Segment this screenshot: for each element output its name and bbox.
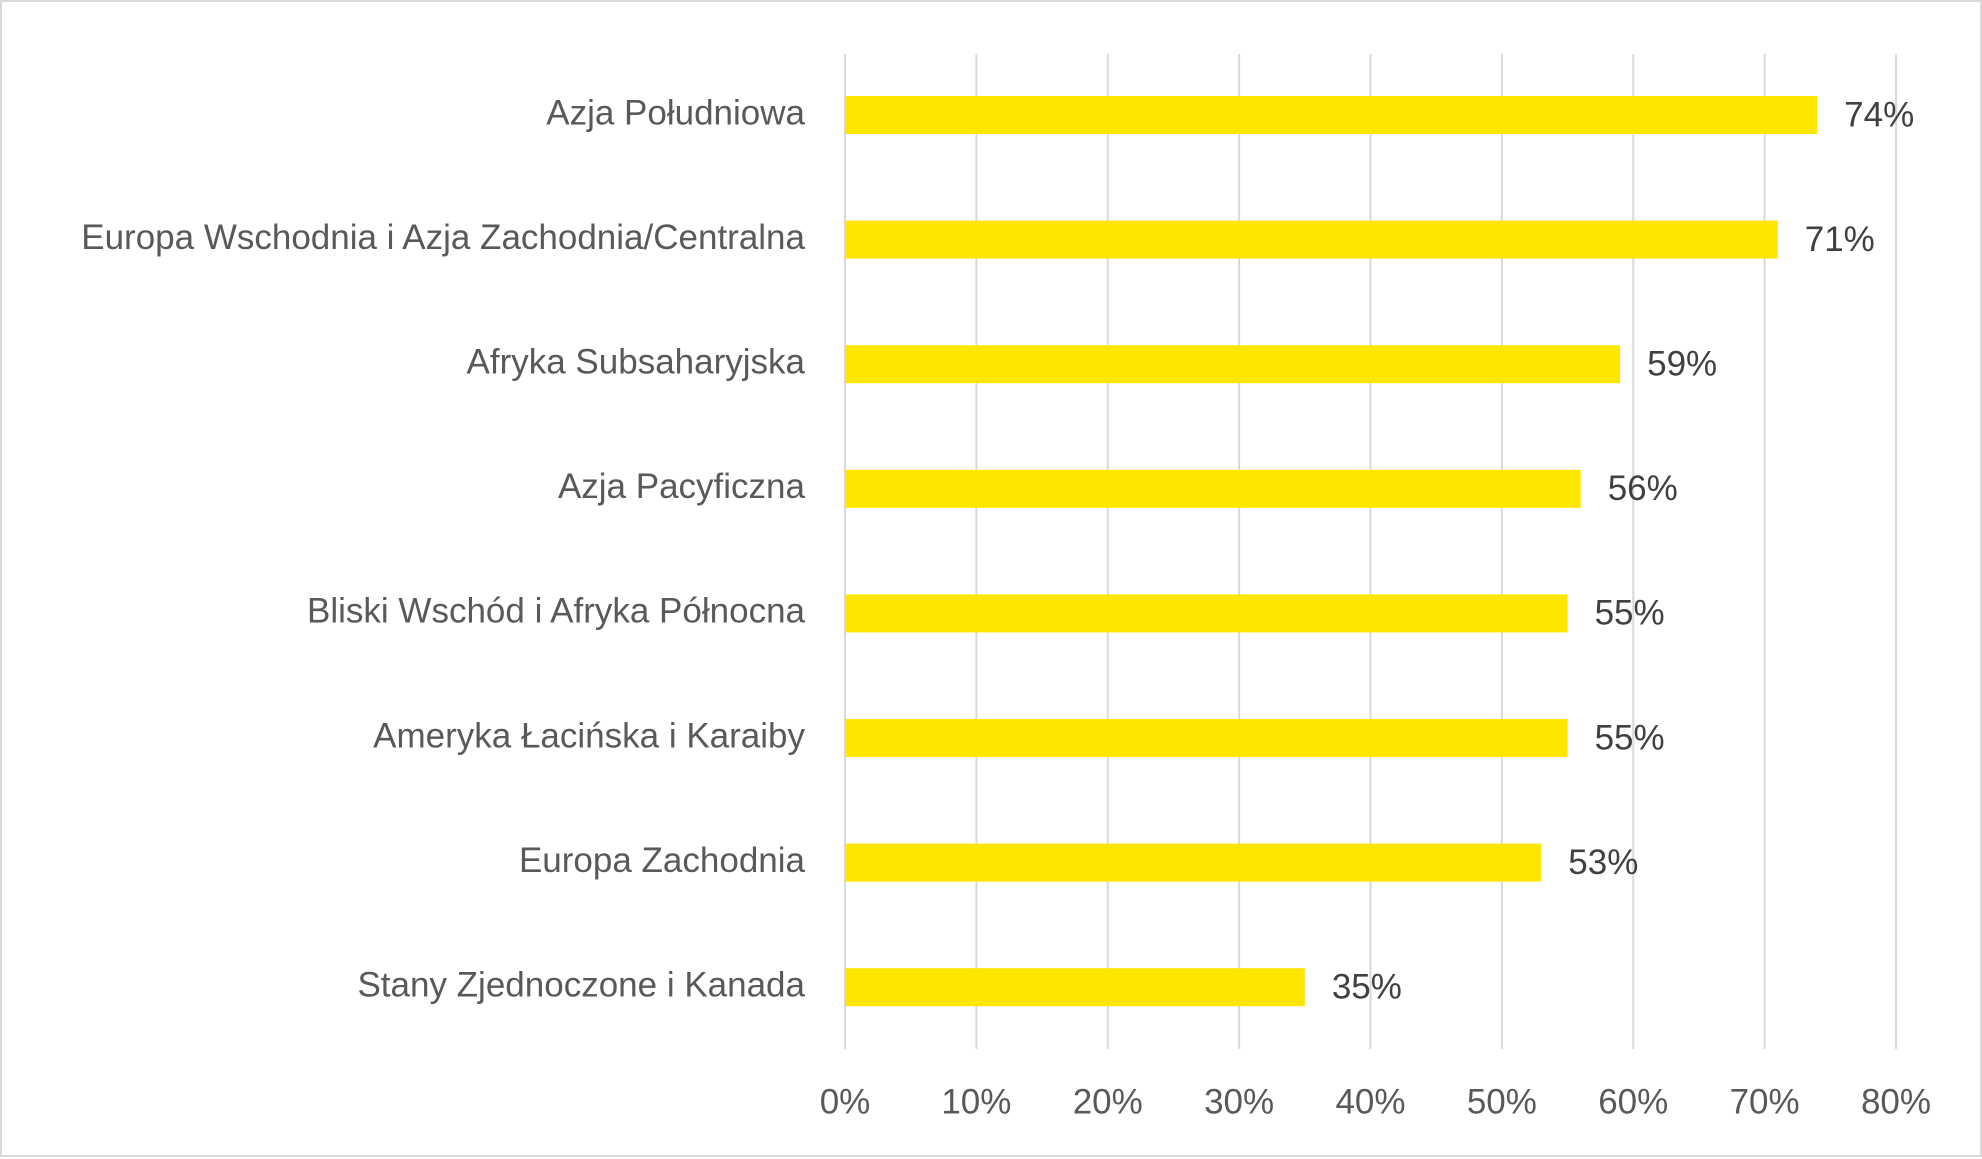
bars bbox=[845, 96, 1818, 1007]
category-label: Azja Pacyficzna bbox=[558, 467, 806, 506]
category-label: Europa Zachodnia bbox=[519, 841, 806, 880]
bar bbox=[845, 594, 1568, 633]
x-tick-label: 50% bbox=[1467, 1082, 1537, 1121]
x-tick-label: 0% bbox=[820, 1082, 871, 1121]
value-label: 55% bbox=[1595, 594, 1665, 633]
bar bbox=[845, 469, 1581, 508]
x-tick-label: 10% bbox=[941, 1082, 1011, 1121]
value-label: 56% bbox=[1608, 469, 1678, 508]
x-tick-label: 30% bbox=[1204, 1082, 1274, 1121]
x-tick-label: 70% bbox=[1730, 1082, 1800, 1121]
value-label: 74% bbox=[1844, 95, 1914, 134]
value-label: 55% bbox=[1595, 718, 1665, 757]
bar bbox=[845, 719, 1568, 757]
category-label: Afryka Subsaharyjska bbox=[467, 342, 806, 381]
category-label: Ameryka Łacińska i Karaiby bbox=[373, 716, 805, 755]
category-label: Europa Wschodnia i Azja Zachodnia/Centra… bbox=[81, 218, 805, 257]
value-label: 35% bbox=[1332, 967, 1402, 1006]
category-label: Stany Zjednoczone i Kanada bbox=[357, 965, 805, 1004]
x-tick-label: 20% bbox=[1073, 1082, 1143, 1121]
x-tick-label: 40% bbox=[1335, 1082, 1405, 1121]
value-labels: 74% 71% 59% 56% 55% 55% 53% 35% bbox=[1332, 95, 1914, 1006]
bar bbox=[845, 220, 1778, 259]
bar bbox=[845, 345, 1621, 384]
value-label: 59% bbox=[1647, 344, 1717, 383]
x-tick-label: 80% bbox=[1861, 1082, 1931, 1121]
bar bbox=[845, 843, 1542, 882]
category-label: Azja Południowa bbox=[546, 93, 805, 132]
bar bbox=[845, 96, 1818, 134]
gridlines bbox=[844, 54, 1897, 1049]
category-labels: Azja Południowa Europa Wschodnia i Azja Z… bbox=[81, 93, 805, 1004]
category-label: Bliski Wschód i Afryka Północna bbox=[307, 592, 806, 631]
value-label: 71% bbox=[1805, 220, 1875, 259]
x-axis-tick-labels: 0% 10% 20% 30% 40% 50% 60% 70% 80% bbox=[820, 1082, 1931, 1121]
value-label: 53% bbox=[1568, 843, 1638, 882]
x-tick-label: 60% bbox=[1598, 1082, 1668, 1121]
bar bbox=[845, 968, 1305, 1007]
